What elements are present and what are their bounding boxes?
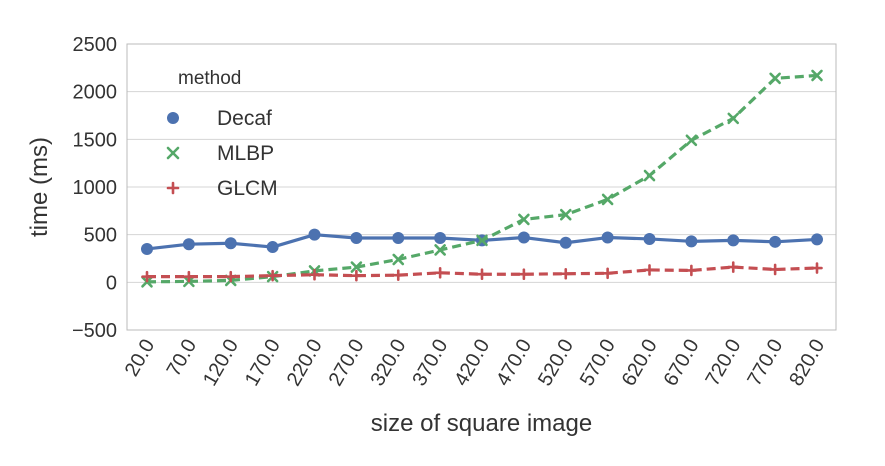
- data-point: [308, 268, 321, 281]
- data-point: [811, 262, 823, 274]
- data-point: [350, 269, 363, 282]
- data-point: [350, 261, 363, 273]
- data-point: [769, 263, 781, 276]
- plot-area: [126, 43, 837, 331]
- x-tick-label: 70.0: [163, 336, 202, 381]
- data-point: [476, 234, 488, 247]
- x-tick-label: 820.0: [785, 336, 829, 390]
- x-tick-label: 670.0: [660, 336, 704, 390]
- y-axis-title: time (ms): [26, 137, 53, 237]
- legend-title: method: [178, 68, 241, 89]
- legend-item-decaf: Decaf: [167, 107, 272, 130]
- y-tick-label: 1000: [73, 177, 118, 199]
- x-tick-label: 270.0: [325, 336, 369, 390]
- data-point: [166, 146, 180, 160]
- data-point: [811, 233, 823, 246]
- data-point: [811, 69, 823, 82]
- data-point: [559, 208, 572, 221]
- data-point: [141, 242, 153, 255]
- x-axis-title: size of square image: [371, 410, 592, 437]
- data-point: [727, 112, 740, 125]
- data-point: [601, 231, 614, 244]
- x-tick-label: 20.0: [121, 336, 160, 381]
- y-tick-labels: −500 0 500 1000 1500 2000 2500: [72, 34, 117, 342]
- legend-label: MLBP: [217, 142, 274, 165]
- y-tick-label: −500: [72, 320, 117, 342]
- data-point: [727, 261, 740, 273]
- data-point: [685, 235, 698, 248]
- x-tick-label: 570.0: [576, 336, 620, 390]
- y-tick-label: 1500: [73, 129, 118, 151]
- data-point: [392, 269, 405, 281]
- x-tick-label: 320.0: [366, 336, 410, 390]
- legend-label: GLCM: [217, 177, 278, 200]
- x-tick-label: 470.0: [492, 336, 536, 390]
- x-tick-label: 770.0: [743, 336, 787, 390]
- data-point: [643, 169, 656, 182]
- data-point: [392, 253, 405, 266]
- data-point: [266, 241, 279, 254]
- data-point: [434, 232, 447, 245]
- legend: method Decaf MLBP GLCM: [166, 68, 278, 200]
- x-tick-label: 170.0: [241, 336, 285, 390]
- data-point: [601, 193, 614, 206]
- legend-item-mlbp: MLBP: [166, 142, 274, 165]
- data-point: [643, 232, 656, 245]
- data-point: [643, 264, 656, 276]
- data-point: [517, 231, 530, 244]
- data-point: [434, 266, 446, 279]
- x-tick-label: 220.0: [283, 336, 327, 390]
- data-point: [518, 268, 530, 281]
- data-point: [182, 238, 195, 251]
- data-point: [392, 232, 405, 245]
- y-tick-label: 2500: [73, 34, 118, 56]
- data-point: [266, 269, 279, 282]
- data-point: [601, 267, 614, 280]
- data-point: [183, 270, 195, 283]
- data-point: [434, 244, 446, 256]
- data-point: [518, 213, 530, 226]
- x-tick-label: 120.0: [199, 336, 243, 390]
- data-point: [224, 270, 237, 283]
- series-layer: [141, 69, 823, 288]
- x-tick-label: 720.0: [701, 336, 745, 390]
- data-point: [559, 267, 572, 280]
- data-point: [167, 112, 179, 124]
- y-tick-label: 2000: [73, 82, 118, 104]
- x-tick-labels: 20.0 70.0120.0170.0220.0270.0320.0370.042…: [121, 336, 830, 390]
- x-tick-label: 620.0: [618, 336, 662, 390]
- data-point: [559, 236, 572, 249]
- legend-item-glcm: GLCM: [166, 177, 278, 200]
- data-point: [685, 134, 698, 147]
- data-point: [141, 270, 153, 283]
- data-point: [769, 235, 782, 248]
- series-glcm: [141, 261, 823, 283]
- x-tick-label: 420.0: [450, 336, 494, 390]
- data-point: [727, 234, 740, 247]
- y-tick-label: 0: [106, 272, 117, 294]
- y-tick-label: 500: [84, 225, 117, 247]
- x-tick-label: 370.0: [408, 336, 452, 390]
- data-point: [350, 232, 363, 245]
- data-point: [166, 181, 180, 195]
- data-point: [476, 268, 488, 281]
- legend-label: Decaf: [217, 107, 272, 130]
- data-point: [769, 72, 781, 85]
- data-point: [308, 228, 321, 241]
- data-point: [685, 264, 698, 277]
- data-point: [224, 237, 237, 250]
- x-tick-label: 520.0: [534, 336, 578, 390]
